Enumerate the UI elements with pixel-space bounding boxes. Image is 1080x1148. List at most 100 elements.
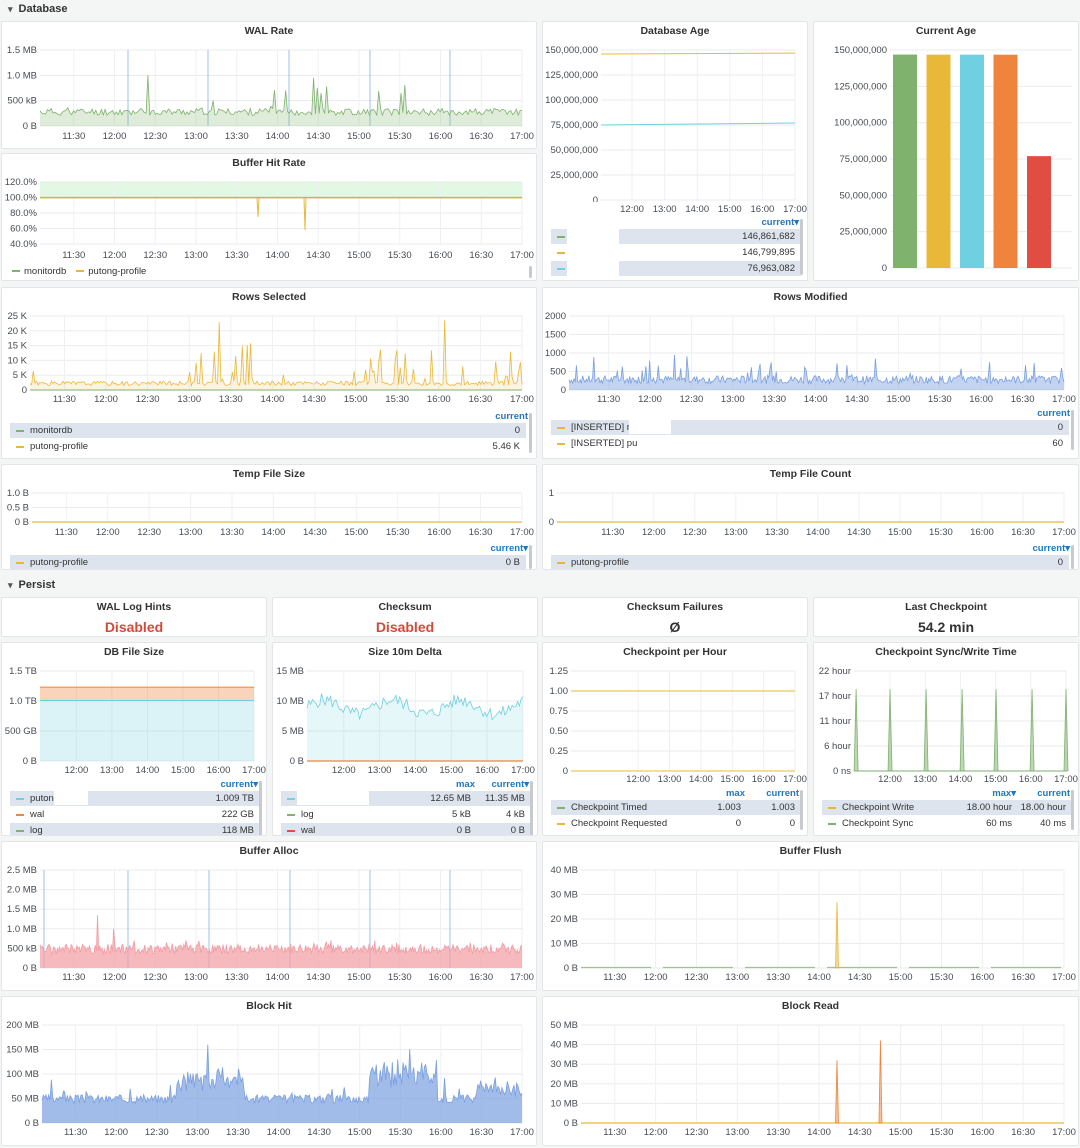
series-color-swatch[interactable] bbox=[557, 235, 565, 238]
panel-block-hit[interactable]: Block Hit 200 MB 150 MB 100 MB 50 MB 0 B 11:30… bbox=[1, 996, 537, 1146]
graph-canvas[interactable]: 1.5 TB 1.0 TB 500 GB 0 B 12:00 13:00 14:00 15:0… bbox=[2, 643, 267, 836]
graph-canvas[interactable]: 1.5 MB 1.0 MB 500 kB 0 B 11:30 12:00 12:30 13:0… bbox=[2, 22, 537, 149]
graph-canvas[interactable]: 2000 1500 1000 500 0 11:30 12:00 12:30 13:00 13:3… bbox=[543, 288, 1079, 459]
legend-sort-current[interactable]: current bbox=[1037, 788, 1070, 799]
graph-canvas[interactable]: 40 MB 30 MB 20 MB 10 MB 0 B 11:30 12:00 12:30 13… bbox=[543, 842, 1079, 991]
panel-title[interactable]: DB File Size bbox=[103, 646, 165, 658]
legend-scrollbar[interactable] bbox=[800, 790, 803, 830]
legend-sort-current[interactable]: current▾ bbox=[220, 779, 259, 790]
legend-item[interactable]: log 118 MB bbox=[10, 823, 260, 835]
panel-title[interactable]: Buffer Alloc bbox=[239, 845, 299, 857]
legend-sort-current[interactable]: current bbox=[495, 411, 528, 422]
panel-checksum-failures[interactable]: Checksum Failures Ø bbox=[542, 597, 808, 637]
legend-sort-max[interactable]: max bbox=[455, 779, 475, 790]
legend-scrollbar[interactable] bbox=[1071, 545, 1074, 569]
panel-title[interactable]: Database Age bbox=[640, 25, 710, 37]
legend-item[interactable]: Checkpoint Timed 1.003 1.003 bbox=[551, 800, 801, 815]
panel-title[interactable]: Checkpoint Sync/Write Time bbox=[875, 646, 1017, 658]
series-color-swatch[interactable] bbox=[557, 251, 565, 254]
panel-temp-file-size[interactable]: Temp File Size 1.0 B 0.5 B 0 B 11:30 12:00 12:… bbox=[1, 464, 537, 570]
legend-scrollbar[interactable] bbox=[800, 219, 803, 275]
legend-scrollbar[interactable] bbox=[529, 266, 532, 278]
panel-title[interactable]: Rows Modified bbox=[773, 291, 848, 303]
legend-item[interactable]: Checkpoint Sync 60 ms 40 ms bbox=[822, 816, 1072, 831]
panel-rows-selected[interactable]: Rows Selected 25 K 20 K 15 K 10 K 5 K 0 11:30 12… bbox=[1, 287, 537, 459]
panel-checksum[interactable]: Checksum Disabled bbox=[272, 597, 538, 637]
row-header-persist[interactable]: ▾ Persist bbox=[0, 576, 1080, 594]
panel-last-checkpoint[interactable]: Last Checkpoint 54.2 min bbox=[813, 597, 1079, 637]
panel-buffer-alloc[interactable]: Buffer Alloc 2.5 MB 2.0 MB 1.5 MB 1.0 MB 500 … bbox=[1, 841, 537, 991]
panel-title[interactable]: Buffer Flush bbox=[779, 845, 842, 857]
panel-temp-file-count[interactable]: Temp File Count 1 0 11:30 12:00 12:30 13:00 13:… bbox=[542, 464, 1079, 570]
graph-canvas[interactable]: 150,000,000 125,000,000 100,000,000 75,000,… bbox=[814, 22, 1079, 281]
panel-title[interactable]: Block Hit bbox=[246, 1000, 292, 1012]
series-color-swatch[interactable] bbox=[557, 426, 565, 429]
panel-checkpoint-per-hour[interactable]: Checkpoint per Hour 1.25 1.00 0.75 0.50 0.25 0… bbox=[542, 642, 808, 836]
legend-sort-current[interactable]: current▾ bbox=[491, 779, 530, 790]
panel-checkpoint-time[interactable]: Checkpoint Sync/Write Time 22 hour 17 hour… bbox=[813, 642, 1079, 836]
series-color-swatch[interactable] bbox=[76, 270, 85, 273]
panel-block-read[interactable]: Block Read 50 MB 40 MB 30 MB 20 MB 10 MB 0 B 11… bbox=[542, 996, 1079, 1146]
legend-item[interactable]: Checkpoint Requested 0 0 bbox=[551, 816, 801, 831]
panel-size-delta[interactable]: Size 10m Delta 15 MB 10 MB 5 MB 0 B 12:00 13:0… bbox=[272, 642, 538, 836]
legend-item[interactable]: monitordb 0 bbox=[10, 423, 526, 438]
panel-db-file-size[interactable]: DB File Size 1.5 TB 1.0 TB 500 GB 0 B 12:00 13… bbox=[1, 642, 267, 836]
legend-item[interactable]: log 5 kB 4 kB bbox=[281, 807, 531, 822]
graph-canvas[interactable]: 200 MB 150 MB 100 MB 50 MB 0 B 11:30 12:00 12:3… bbox=[2, 997, 537, 1146]
graph-canvas[interactable]: 50 MB 40 MB 30 MB 20 MB 10 MB 0 B 11:30 12:00 12… bbox=[543, 997, 1079, 1146]
legend-sort-max[interactable]: max▾ bbox=[992, 788, 1016, 799]
graph-canvas[interactable]: 1 0 11:30 12:00 12:30 13:00 13:30 14:00 14:30 15:… bbox=[543, 465, 1079, 570]
legend-sort-current[interactable]: current bbox=[1037, 408, 1070, 419]
legend-item[interactable]: putong-profile bbox=[76, 266, 146, 277]
series-color-swatch[interactable] bbox=[828, 806, 836, 809]
panel-wal-log-hints[interactable]: WAL Log Hints Disabled bbox=[1, 597, 267, 637]
graph-canvas[interactable]: 1.25 1.00 0.75 0.50 0.25 0 12:00 13:00 14:00 15:0… bbox=[543, 643, 808, 836]
series-color-swatch[interactable] bbox=[12, 270, 20, 273]
legend-item[interactable]: wal 0 B 0 B bbox=[281, 823, 531, 835]
panel-current-age[interactable]: Current Age 150,000,000 125,000,000 100,000… bbox=[813, 21, 1079, 281]
series-color-swatch[interactable] bbox=[16, 829, 24, 832]
graph-canvas[interactable]: 150,000,000 125,000,000 100,000,000 75,000,… bbox=[543, 22, 808, 281]
legend-item[interactable]: putong 1.009 TB bbox=[10, 791, 260, 806]
series-color-swatch[interactable] bbox=[287, 829, 295, 832]
legend-scrollbar[interactable] bbox=[529, 545, 532, 569]
series-color-swatch[interactable] bbox=[557, 806, 565, 809]
panel-title[interactable]: Checksum Failures bbox=[626, 601, 724, 613]
panel-wal-rate[interactable]: WAL Rate 1.5 MB 1.0 MB 500 kB 0 B 11:30 12:00 1… bbox=[1, 21, 537, 149]
legend-scrollbar[interactable] bbox=[1071, 410, 1074, 450]
legend-item[interactable]: putong-profile 0 bbox=[551, 555, 1069, 569]
graph-canvas[interactable]: 22 hour 17 hour 11 hour 6 hour 0 ns 12:00 13:0… bbox=[814, 643, 1079, 836]
panel-title[interactable]: Current Age bbox=[915, 25, 977, 37]
panel-title[interactable]: WAL Rate bbox=[244, 25, 294, 37]
legend-item[interactable]: [INSERTED] pu 60 bbox=[551, 436, 1069, 451]
panel-rows-modified[interactable]: Rows Modified 2000 1500 1000 500 0 11:30 12:00 1… bbox=[542, 287, 1079, 459]
legend-scrollbar[interactable] bbox=[529, 413, 532, 453]
series-color-swatch[interactable] bbox=[557, 822, 565, 825]
graph-canvas[interactable]: 1.0 B 0.5 B 0 B 11:30 12:00 12:30 13:00 13:30 14… bbox=[2, 465, 537, 570]
legend-item[interactable]: monitordb bbox=[12, 266, 66, 277]
legend-item[interactable]: putong-profile 5.46 K bbox=[10, 439, 526, 454]
graph-canvas[interactable]: 15 MB 10 MB 5 MB 0 B 12:00 13:00 14:00 15:00 16:… bbox=[273, 643, 538, 836]
series-color-swatch[interactable] bbox=[287, 797, 295, 800]
graph-canvas[interactable]: 120.0% 100.0% 80.0% 60.0% 40.0% 11:30 12:00 12:… bbox=[2, 154, 537, 281]
panel-title[interactable]: Checkpoint per Hour bbox=[623, 646, 727, 658]
legend-sort-current[interactable]: current▾ bbox=[1032, 543, 1071, 554]
panel-title[interactable]: Rows Selected bbox=[231, 291, 307, 303]
legend-item[interactable]: putong-profile 0 B bbox=[10, 555, 526, 569]
panel-title[interactable]: Checksum bbox=[378, 601, 432, 613]
series-color-swatch[interactable] bbox=[16, 429, 24, 432]
legend-item[interactable]: [INSERTED] mo 0 bbox=[551, 420, 1069, 435]
series-color-swatch[interactable] bbox=[828, 822, 836, 825]
legend-scrollbar[interactable] bbox=[259, 781, 262, 835]
graph-canvas[interactable]: 25 K 20 K 15 K 10 K 5 K 0 11:30 12:00 12:30 13:00… bbox=[2, 288, 537, 459]
panel-title[interactable]: Block Read bbox=[781, 1000, 840, 1012]
row-header-database[interactable]: ▾ Database bbox=[0, 0, 1080, 18]
legend-sort-max[interactable]: max bbox=[725, 788, 745, 799]
panel-buffer-flush[interactable]: Buffer Flush 40 MB 30 MB 20 MB 10 MB 0 B 11:30… bbox=[542, 841, 1079, 991]
legend-item[interactable]: wal 222 GB bbox=[10, 807, 260, 822]
legend-sort-current[interactable]: current▾ bbox=[761, 217, 800, 228]
chevron-down-icon[interactable]: ▾ bbox=[8, 579, 13, 590]
series-color-swatch[interactable] bbox=[16, 797, 24, 800]
chevron-down-icon[interactable]: ▾ bbox=[8, 3, 13, 14]
series-color-swatch[interactable] bbox=[16, 813, 24, 816]
